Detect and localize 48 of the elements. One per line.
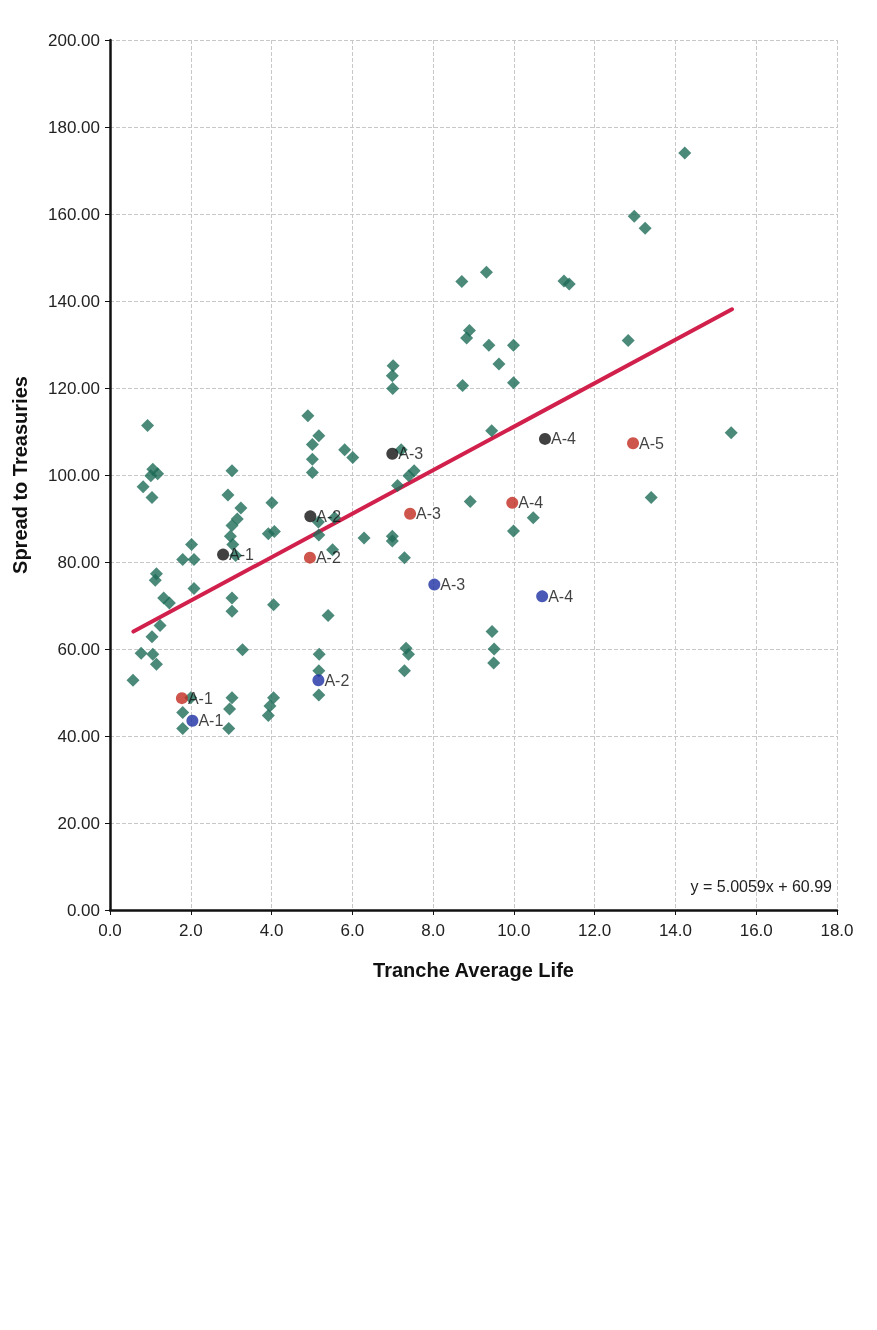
annotation: A-4 [548, 587, 574, 605]
point [539, 432, 551, 445]
x-tick-label: 14.0 [658, 921, 692, 940]
y-tick-label: 120.00 [48, 378, 100, 398]
x-axis-title: Tranche Average Life [373, 959, 574, 981]
y-tick-label: 160.00 [48, 204, 100, 224]
y-tick-label: 40.00 [57, 726, 100, 746]
y-tick-label: 100.00 [48, 465, 100, 485]
annotation: A-1 [198, 712, 224, 730]
y-tick-label: 180.00 [48, 117, 100, 137]
point [386, 447, 399, 460]
annotation: A-3 [440, 576, 466, 594]
x-tick-label: 10.0 [497, 921, 531, 940]
point [186, 714, 199, 727]
y-tick-label: 0.00 [66, 900, 100, 920]
x-tick-label: 6.0 [340, 921, 365, 940]
point [404, 507, 417, 520]
annotation: A-4 [518, 494, 544, 512]
point [304, 510, 317, 523]
point [428, 578, 441, 591]
x-tick-label: 0.0 [98, 921, 122, 940]
annotation: y = 5.0059x + 60.99 [690, 877, 833, 895]
y-tick-label: 20.00 [57, 813, 100, 833]
annotation: A-2 [316, 507, 342, 525]
annotation: A-3 [416, 505, 442, 523]
annotation: A-2 [315, 549, 341, 567]
point [312, 674, 325, 687]
point [536, 590, 549, 603]
annotation: A-2 [324, 671, 350, 689]
y-axis-title: Spread to Treasuries [9, 376, 31, 574]
x-tick-label: 16.0 [739, 921, 773, 940]
point [217, 548, 230, 561]
y-tick-label: 60.00 [57, 639, 100, 659]
point [175, 692, 188, 705]
y-tick-label: 200.00 [48, 30, 100, 50]
point [303, 551, 316, 564]
point [506, 496, 519, 509]
annotation: A-5 [639, 434, 665, 452]
y-tick-label: 80.00 [57, 552, 100, 572]
point [627, 437, 640, 450]
x-tick-label: 2.0 [178, 921, 203, 940]
x-tick-label: 4.0 [259, 921, 284, 940]
x-tick-label: 8.0 [421, 921, 445, 940]
x-tick-label: 18.0 [820, 921, 854, 940]
annotation: A-3 [398, 445, 424, 463]
annotation: A-4 [550, 430, 576, 448]
x-tick-label: 12.0 [578, 921, 612, 940]
y-tick-label: 140.00 [48, 291, 100, 311]
